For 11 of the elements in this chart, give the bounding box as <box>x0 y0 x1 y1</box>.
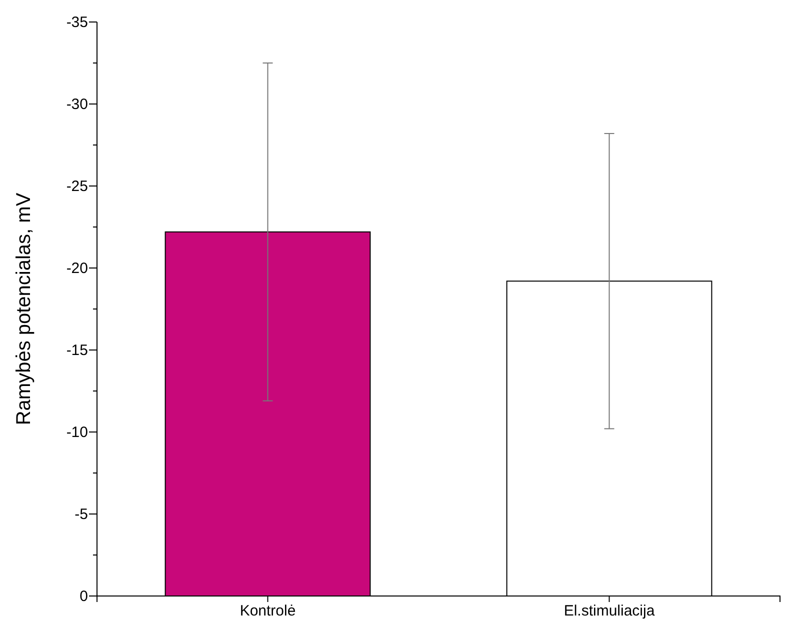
y-tick-label: -5 <box>74 506 88 523</box>
y-tick-label: -35 <box>66 14 88 31</box>
y-axis-title: Ramybės potencialas, mV <box>13 192 35 426</box>
y-tick-label: -10 <box>66 424 88 441</box>
x-tick-label: Kontrolė <box>240 602 296 620</box>
x-tick-label: El.stimuliacija <box>564 602 656 620</box>
y-tick-label: -30 <box>66 96 88 113</box>
y-tick-label: -20 <box>66 260 88 277</box>
y-tick-label: 0 <box>80 588 88 605</box>
y-tick-label: -25 <box>66 178 88 195</box>
y-tick-label: -15 <box>66 342 88 359</box>
